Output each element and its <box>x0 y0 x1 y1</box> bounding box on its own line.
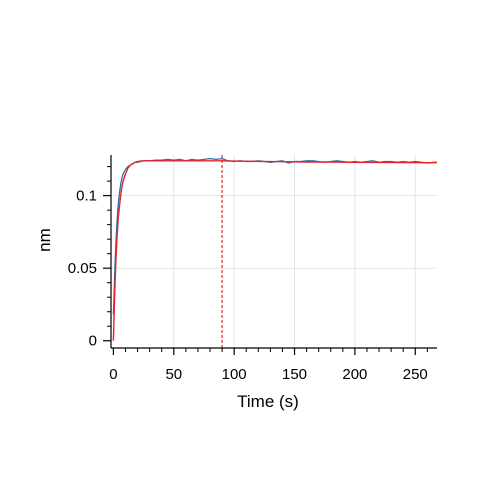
y-tick-label: 0 <box>89 333 97 350</box>
grid-lines <box>111 155 437 348</box>
y-tick-label: 0.1 <box>76 188 97 205</box>
fit-series-line <box>112 160 437 341</box>
axes <box>103 155 437 355</box>
series-layer <box>112 157 437 341</box>
x-tick-label: 100 <box>222 366 247 383</box>
x-tick-label: 250 <box>403 366 428 383</box>
x-tick-label: 150 <box>282 366 307 383</box>
tick-labels: 0 50 100 150 200 250 0 0.05 0.1 <box>68 188 428 383</box>
x-tick-label: 50 <box>165 366 182 383</box>
plot-background <box>111 155 437 348</box>
y-axis-title: nm <box>35 228 54 252</box>
x-tick-label: 0 <box>109 366 117 383</box>
x-axis-title: Time (s) <box>237 392 299 411</box>
y-tick-label: 0.05 <box>68 260 97 277</box>
x-tick-label: 200 <box>342 366 367 383</box>
